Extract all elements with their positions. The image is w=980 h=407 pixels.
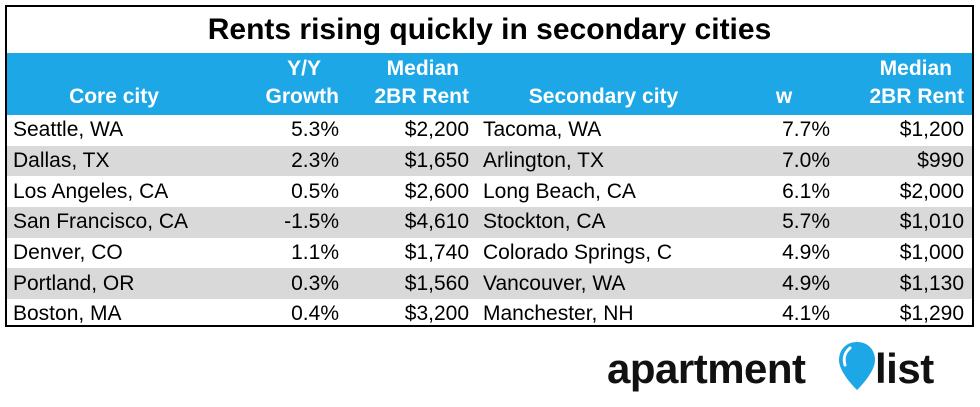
cell-core-rent: $1,650 (404, 149, 469, 173)
rent-table: Rents rising quickly in secondary cities… (5, 5, 974, 327)
cell-yy-growth: 0.5% (291, 179, 339, 203)
cell-w: 7.7% (782, 118, 830, 142)
table-title: Rents rising quickly in secondary cities (207, 13, 772, 46)
cell-w: 7.0% (782, 149, 830, 173)
cell-secondary-rent: $1,200 (899, 118, 964, 142)
apartment-list-logo: apartment list (607, 338, 967, 400)
cell-secondary-rent: $990 (917, 149, 964, 173)
cell-w: 4.1% (782, 302, 830, 326)
cell-yy-growth: -1.5% (284, 210, 339, 234)
cell-w: 5.7% (782, 210, 830, 234)
cell-secondary-rent: $1,010 (899, 210, 964, 234)
cell-core-city: Los Angeles, CA (13, 179, 169, 203)
cell-core-city: Dallas, TX (13, 149, 110, 173)
cell-w: 4.9% (782, 241, 830, 265)
cell-core-rent: $3,200 (404, 302, 469, 326)
cell-core-rent: $1,560 (404, 271, 469, 295)
cell-core-city: Portland, OR (13, 271, 135, 295)
cell-secondary-rent: $1,130 (899, 271, 964, 295)
table-row: Dallas, TX 2.3% $1,650 Arlington, TX 7.0% $99… (7, 145, 972, 177)
cell-core-rent: $4,610 (404, 210, 469, 234)
header-secondary-city: Secondary city (528, 85, 679, 108)
cell-secondary-city: Stockton, CA (483, 210, 606, 234)
cell-w: 4.9% (782, 271, 830, 295)
location-pin-icon (839, 342, 875, 390)
table-row: Boston, MA 0.4% $3,200 Manchester, NH 4.1% $1… (7, 299, 972, 330)
logo-word-list: list (875, 345, 934, 392)
cell-w: 6.1% (782, 179, 830, 203)
table-row: Portland, OR 0.3% $1,560 Vancouver, WA 4.9% $… (7, 268, 972, 300)
cell-yy-growth: 1.1% (291, 241, 339, 265)
cell-secondary-rent: $2,000 (899, 179, 964, 203)
cell-core-rent: $1,740 (404, 241, 469, 265)
header-secondary-median-rent: Median 2BR Rent (869, 57, 964, 108)
table-row: Denver, CO 1.1% $1,740 Colorado Springs, C 4… (7, 238, 972, 269)
cell-core-city: San Francisco, CA (13, 210, 189, 234)
cell-secondary-city: Tacoma, WA (483, 118, 602, 142)
cell-yy-growth: 0.4% (291, 302, 339, 326)
table-row: Los Angeles, CA 0.5% $2,600 Long Beach, CA 6… (7, 176, 972, 207)
table-row: San Francisco, CA -1.5% $4,610 Stockton, CA… (7, 207, 972, 238)
cell-secondary-city: Colorado Springs, C (483, 241, 673, 265)
header-w: w (775, 85, 793, 108)
table-body: Seattle, WA 5.3% $2,200 Tacoma, WA 7.7% $1,20… (7, 115, 972, 330)
cell-yy-growth: 2.3% (291, 149, 339, 173)
cell-secondary-city: Vancouver, WA (483, 271, 626, 295)
cell-yy-growth: 5.3% (291, 118, 339, 142)
cell-core-rent: $2,600 (404, 179, 469, 203)
cell-yy-growth: 0.3% (291, 271, 339, 295)
cell-core-city: Denver, CO (13, 241, 123, 265)
logo-word-apartment: apartment (607, 345, 806, 392)
cell-secondary-city: Arlington, TX (483, 149, 605, 173)
header-yy-growth: Y/Y Growth (265, 57, 340, 108)
table-header: Core city Y/Y Growth Median 2BR Rent Sec… (7, 53, 972, 115)
cell-secondary-rent: $1,290 (899, 302, 964, 326)
cell-core-city: Boston, MA (13, 302, 122, 326)
cell-core-city: Seattle, WA (13, 118, 124, 142)
cell-core-rent: $2,200 (404, 118, 469, 142)
header-core-city: Core city (69, 85, 159, 108)
header-core-median-rent: Median 2BR Rent (374, 57, 469, 108)
cell-secondary-city: Manchester, NH (483, 302, 634, 326)
cell-secondary-city: Long Beach, CA (483, 179, 636, 203)
cell-secondary-rent: $1,000 (899, 241, 964, 265)
table-row: Seattle, WA 5.3% $2,200 Tacoma, WA 7.7% $1,20… (7, 115, 972, 146)
